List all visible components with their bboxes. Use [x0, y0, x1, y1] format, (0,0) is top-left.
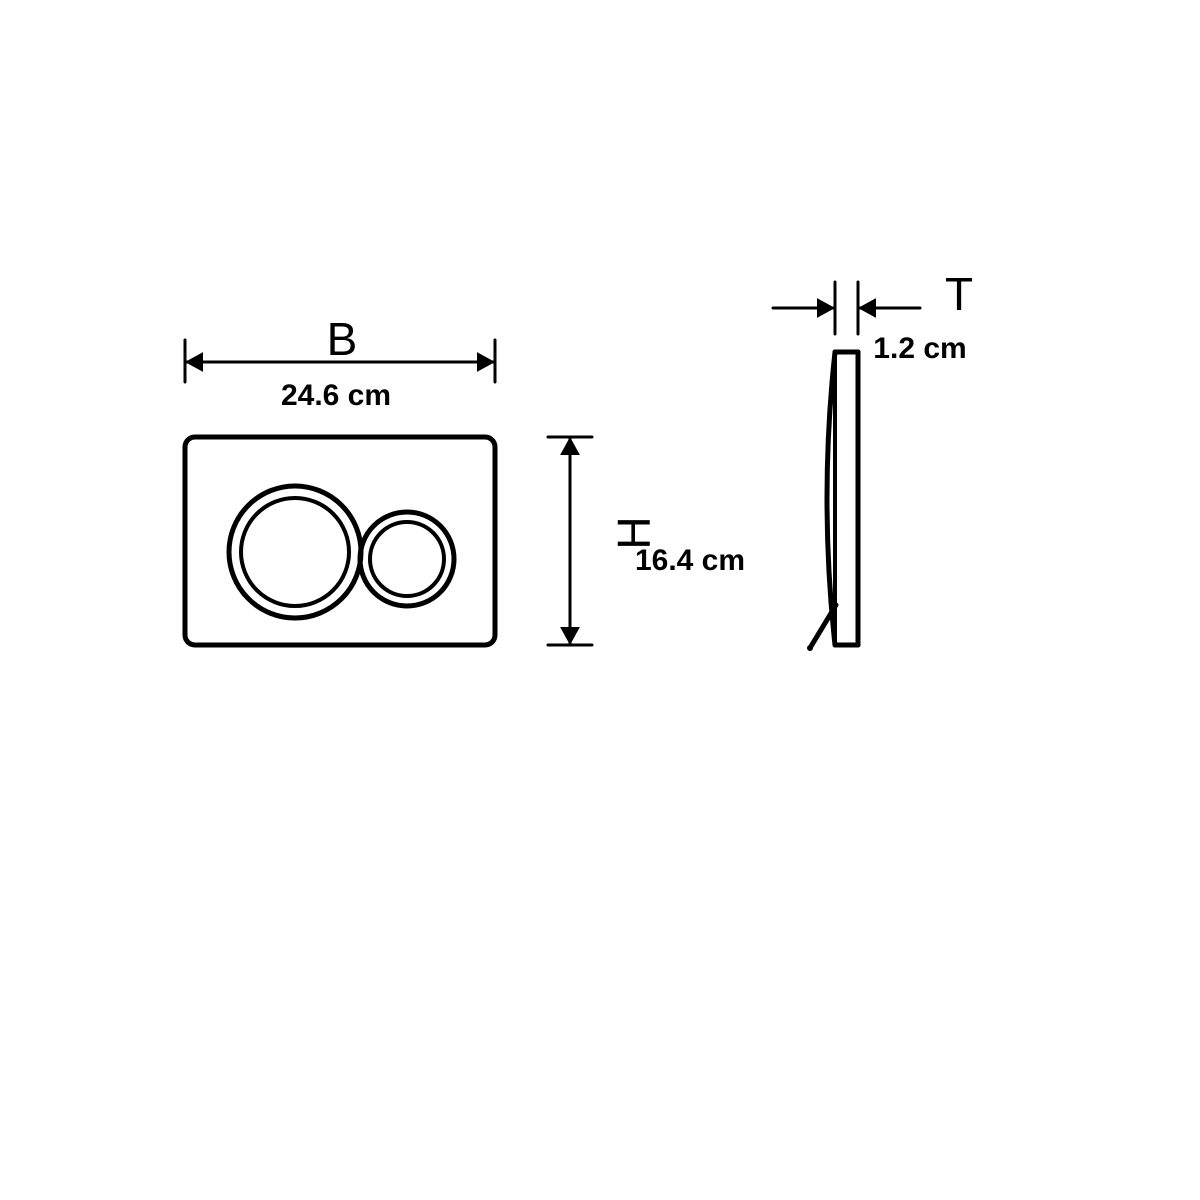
dimension-B-letter: B	[327, 313, 358, 365]
dimension-H: H16.4 cm	[548, 437, 745, 645]
small-button-inner	[370, 522, 444, 596]
dimension-B: B 24.6 cm	[185, 313, 495, 412]
front-view	[185, 437, 495, 645]
large-button-outer	[229, 486, 361, 618]
dimension-T-letter: T	[945, 268, 973, 320]
large-button-inner	[241, 498, 349, 606]
small-button-outer	[360, 512, 454, 606]
dimension-B-value: 24.6 cm	[281, 379, 391, 412]
side-view	[807, 352, 858, 651]
dimension-T: T 1.2 cm	[773, 268, 973, 365]
dimension-T-value: 1.2 cm	[873, 332, 966, 365]
dimension-H-value: 16.4 cm	[635, 544, 745, 577]
technical-drawing: B 24.6 cm H16.4 cm T 1.2 cm	[0, 0, 1200, 1200]
